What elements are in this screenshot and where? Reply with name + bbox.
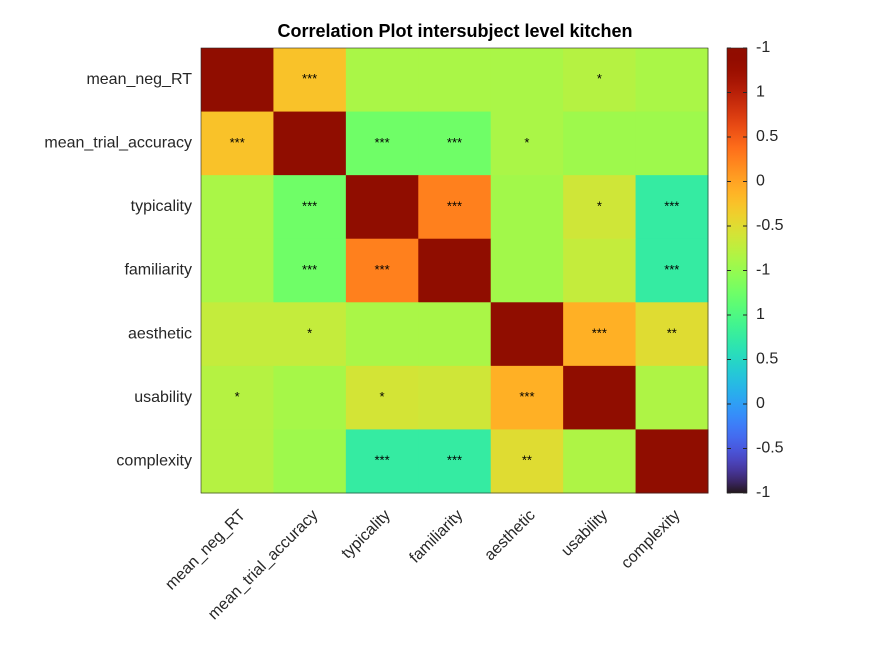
heatmap-cell [345,111,419,176]
significance-label: *** [374,453,389,468]
heatmap-cell [201,48,274,113]
colorbar-tick-label: 0.5 [756,128,778,145]
significance-label: ** [522,453,532,468]
significance-label: *** [302,198,317,213]
heatmap-cell [273,429,347,494]
heatmap-cell [635,302,709,367]
heatmap-cell [635,111,709,176]
heatmap-cell [345,238,419,303]
heatmap-cell [490,365,564,430]
heatmap-cell [201,302,274,367]
heatmap-cell [273,238,347,303]
colorbar-tick-label: 0 [756,173,765,190]
heatmap-cell [418,302,492,367]
heatmap-cell [418,111,492,176]
significance-label: *** [302,262,317,277]
heatmap-cell [273,48,347,113]
x-tick-label: aesthetic [481,507,538,564]
significance-label: * [597,198,602,213]
heatmap-cell [490,429,564,494]
significance-label: * [307,326,312,341]
significance-label: * [380,389,385,404]
heatmap-cell [563,302,637,367]
y-tick-label: typicality [131,198,192,215]
significance-label: *** [374,262,389,277]
heatmap-cell [273,365,347,430]
significance-label: *** [230,135,245,150]
heatmap-cell [418,429,492,494]
heatmap-cell [201,365,274,430]
significance-label: * [597,71,602,86]
significance-label: *** [447,198,462,213]
y-tick-label: aesthetic [128,325,192,342]
heatmap-cell [345,429,419,494]
colorbar-tick-label: -1 [756,484,770,501]
significance-label: *** [519,389,534,404]
heatmap-cell [563,175,637,240]
heatmap-cell [635,238,709,303]
heatmap-cell [635,175,709,240]
colorbar-tick-label: -0.5 [756,440,784,457]
heatmap-cell [635,365,709,430]
heatmap-cell [490,175,564,240]
heatmap-cell [345,365,419,430]
heatmap-cell [490,238,564,303]
x-tick-label: familiarity [407,507,467,567]
x-tick-label: typicality [338,507,393,562]
heatmap-cell [490,302,564,367]
heatmap-cell [273,175,347,240]
colorbar-tick-label: 1 [756,84,765,101]
significance-label: *** [664,262,679,277]
heatmap-cell [635,48,709,113]
y-tick-label: mean_trial_accuracy [44,135,192,152]
significance-label: *** [447,135,462,150]
heatmap-cell [418,48,492,113]
colorbar-tick-label: -0.5 [756,217,784,234]
heatmap-cell [563,365,637,430]
heatmap-cell [201,238,274,303]
significance-label: *** [447,453,462,468]
heatmap-cell [490,111,564,176]
heatmap-cell [273,302,347,367]
heatmap-cell [490,48,564,113]
colorbar-tick-label: 0 [756,395,765,412]
heatmap-cell [345,302,419,367]
heatmap-cell [418,175,492,240]
heatmap-cell [418,365,492,430]
heatmap-cell [273,111,347,176]
y-tick-label: usability [134,389,192,406]
y-tick-label: mean_neg_RT [86,71,192,88]
heatmap-cell [418,238,492,303]
heatmap-cell [345,175,419,240]
significance-label: *** [374,135,389,150]
y-tick-label: complexity [116,452,192,469]
heatmap-cell [201,175,274,240]
heatmap-cell [201,111,274,176]
chart-title: Correlation Plot intersubject level kitc… [277,21,632,41]
significance-label: *** [592,326,607,341]
significance-label: *** [302,71,317,86]
colorbar-tick-label: 1 [756,306,765,323]
plot-frame [200,47,709,494]
significance-label: ** [667,326,677,341]
significance-label: * [524,135,529,150]
x-tick-label: usability [558,507,611,560]
heatmap-cell [563,111,637,176]
heatmap-cell [563,238,637,303]
heatmap-cell [563,48,637,113]
x-tick-label: complexity [618,507,683,572]
heatmap-cell [635,429,709,494]
heatmap-cell [345,48,419,113]
heatmap-cell [201,429,274,494]
colorbar-tick-label: 0.5 [756,351,778,368]
significance-label: * [235,389,240,404]
heatmap-cell [563,429,637,494]
significance-label: *** [664,198,679,213]
y-tick-label: familiarity [124,262,192,279]
colorbar-tick-label: -1 [756,262,770,279]
colorbar-tick-label: -1 [756,39,770,56]
